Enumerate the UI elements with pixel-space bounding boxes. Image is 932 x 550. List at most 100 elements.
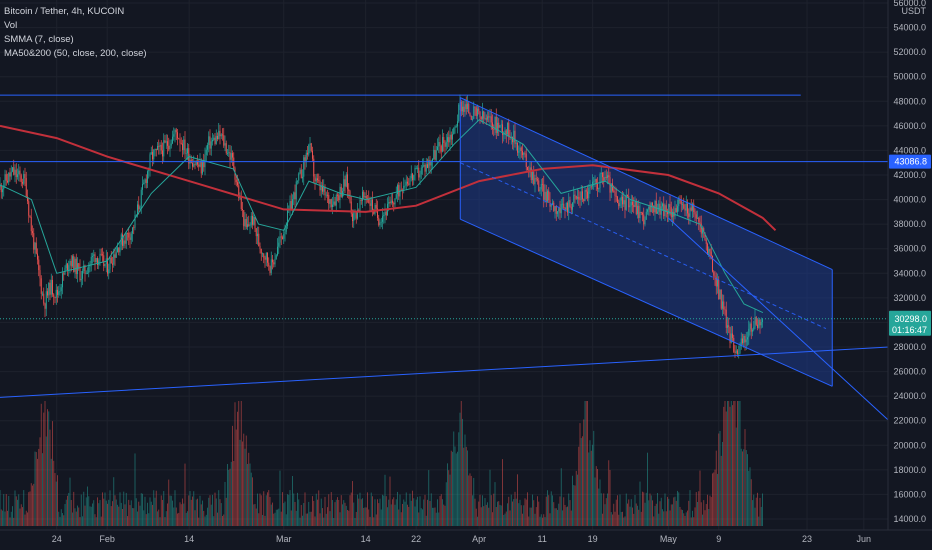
volume-bar [137,511,138,526]
ma-indicator-label[interactable]: MA50&200 (50, close, 200, close) [4,48,147,59]
volume-bar [179,502,181,526]
candle-body [618,203,620,207]
volume-bar [44,401,46,526]
volume-bar [418,512,420,526]
candle-body [729,327,731,343]
volume-bar [353,502,355,526]
candle-body [5,174,7,181]
volume-bar [302,515,303,526]
volume-bar [114,495,116,526]
volume-bar [249,463,251,526]
volume-bar [599,479,601,526]
candle-body [92,255,93,257]
candle-body [518,151,520,153]
volume-bar [689,490,691,526]
candle-body [500,124,502,126]
smma-indicator-label[interactable]: SMMA (7, close) [4,34,74,45]
candle-body [94,254,96,263]
volume-bar [315,493,317,526]
candle-body [672,211,673,218]
candle-body [433,149,435,160]
volume-bar [0,509,2,526]
volume-bar [552,495,553,526]
volume-bar [34,451,36,526]
candle-body [20,175,22,182]
symbol-title[interactable]: Bitcoin / Tether, 4h, KUCOIN [4,6,125,17]
candle-body [297,180,298,182]
volume-bar [413,498,415,526]
volume-bar [429,501,431,526]
candle-body [685,203,687,211]
volume-bar [319,513,321,526]
candle-body [3,185,5,190]
candle-body [702,228,703,234]
volume-bar [568,493,570,526]
volume-bar [425,515,427,526]
volume-bar [545,496,547,526]
candle-body [662,203,663,207]
volume-bar [465,446,467,526]
candle-body [683,204,685,209]
volume-bar [740,448,742,526]
volume-indicator-label[interactable]: Vol [4,20,18,31]
volume-bar [174,490,176,526]
candle-body [103,255,105,267]
volume-bar [338,500,340,526]
candle-body [270,259,272,273]
volume-bar [457,451,458,526]
candle-body [523,152,525,155]
candle-body [534,178,536,185]
candle-body [418,167,420,178]
candle-body [23,174,25,184]
candle-body [525,153,527,167]
volume-bar [287,494,288,526]
candle-body [665,205,667,213]
volume-bar [339,512,341,526]
volume-bar [18,494,20,526]
candle-body [424,164,426,172]
candle-body [74,258,76,272]
candle-body [688,213,690,217]
volume-bar [459,412,461,526]
volume-bar [309,511,311,526]
volume-bar [503,514,505,526]
candle-body [234,168,236,180]
price-tick-label: 36000.0 [893,244,926,254]
volume-bar [393,497,395,526]
volume-bar [478,501,480,526]
volume-bar [124,504,126,526]
volume-bar [572,475,573,526]
candle-body [173,134,175,137]
candle-body [678,199,680,207]
candle-body [587,191,588,199]
volume-bar [697,502,698,526]
price-tick-label: 54000.0 [893,23,926,33]
candle-body [235,179,237,183]
time-tick-label: Mar [276,534,292,544]
volume-bar [644,502,646,526]
volume-bar [215,498,217,526]
candle-body [227,153,228,154]
volume-bar [702,514,703,526]
candle-body [159,144,161,147]
volume-bar [435,512,437,526]
volume-bar [325,513,327,526]
volume-bar [430,493,432,526]
smma-line [0,119,764,314]
candle-body [0,184,2,193]
candle-body [419,174,421,178]
candle-body [254,216,256,229]
volume-bar [728,401,730,526]
candle-body [494,116,496,130]
candle-body [453,128,455,135]
volume-bar [37,458,38,526]
volume-bar [43,412,45,526]
volume-bar [598,488,600,526]
volume-bar [420,508,422,526]
price-tick-label: 16000.0 [893,489,926,499]
candle-body [219,130,221,137]
candle-body [502,124,503,135]
volume-bar [412,490,413,526]
